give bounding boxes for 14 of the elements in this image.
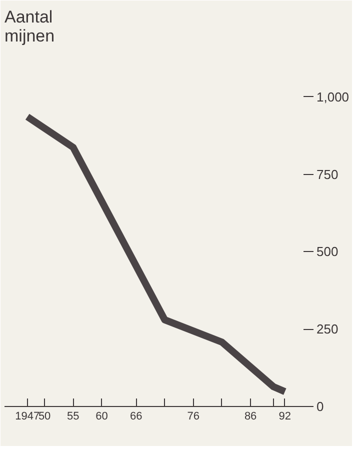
x-tick-label: 50 [38, 410, 51, 422]
x-tick-label: 86 [244, 410, 257, 422]
y-tick-label: 250 [316, 322, 338, 337]
y-tick-label: 0 [316, 399, 324, 414]
x-tick-label: 60 [96, 410, 108, 422]
x-tick-label: 55 [67, 410, 80, 422]
x-tick-label: 66 [130, 410, 142, 422]
y-tick-label: 750 [316, 166, 338, 182]
x-tick-label: 1947 [15, 410, 40, 422]
y-axis-title: Aantal mijnen [4, 8, 55, 46]
x-tick-label: 92 [278, 410, 292, 422]
x-tick-label: 76 [187, 410, 200, 422]
y-tick-label: 1,000 [316, 89, 350, 104]
y-tick-label: 500 [316, 244, 338, 260]
